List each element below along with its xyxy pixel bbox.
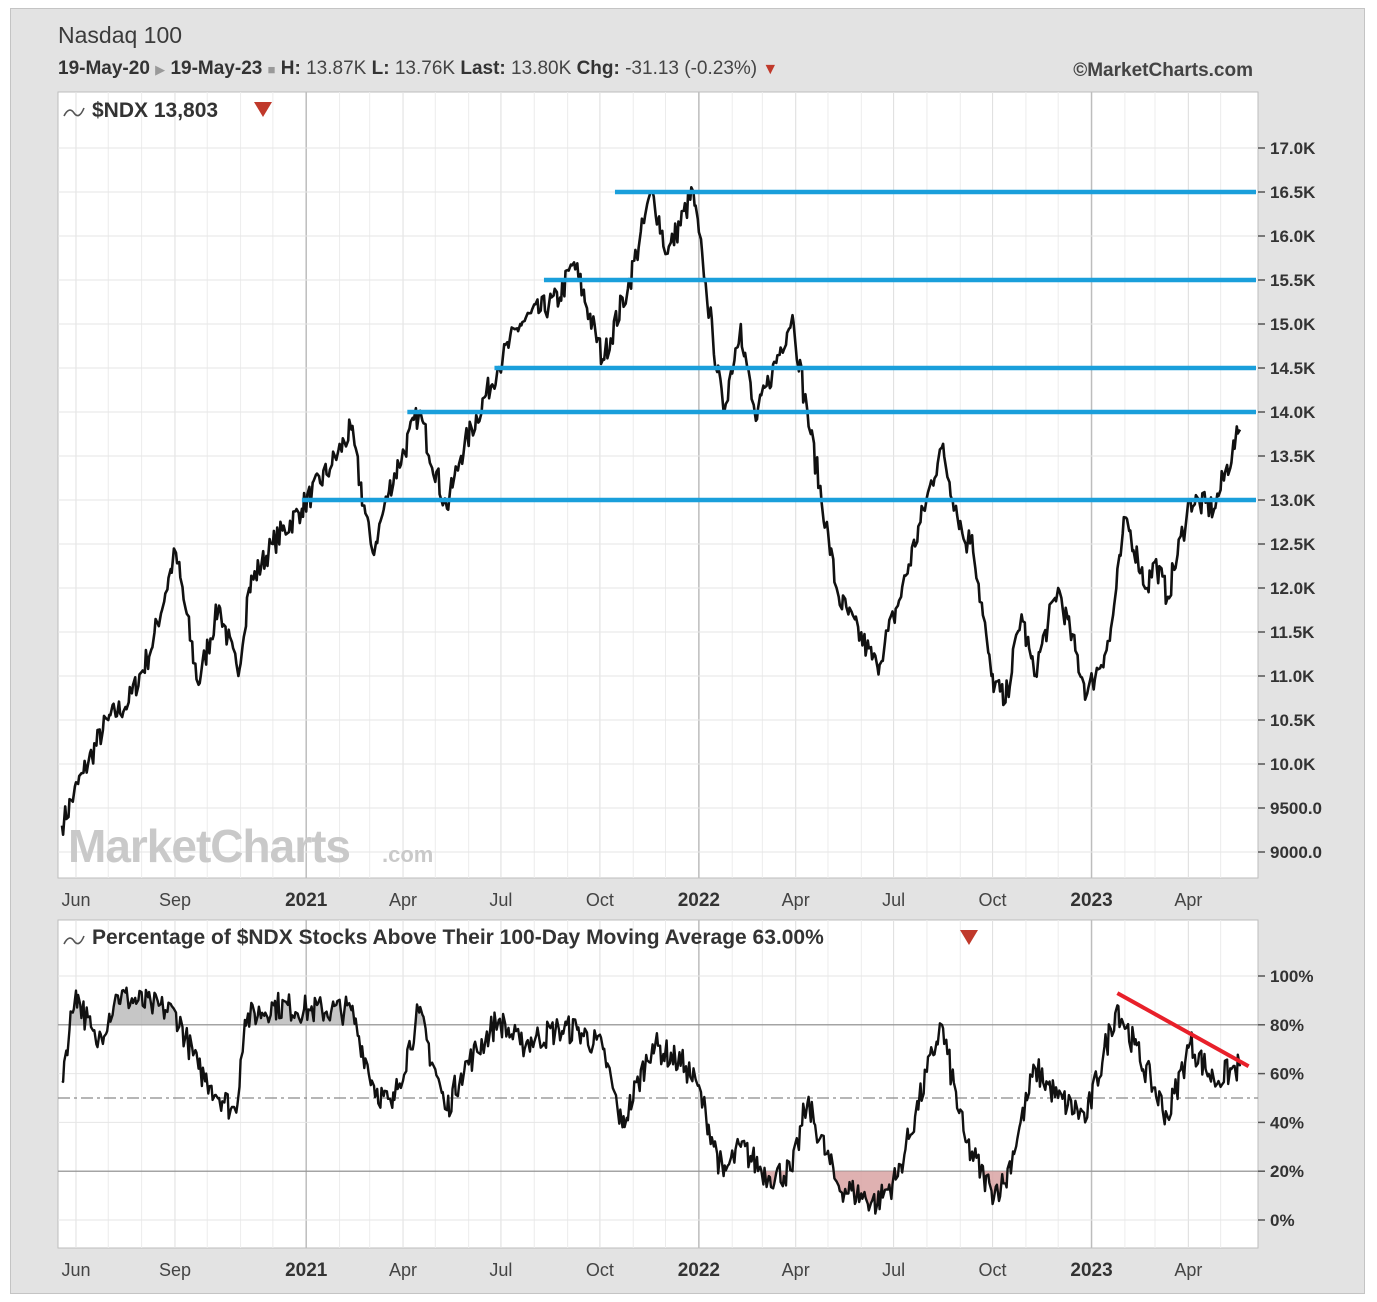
price-y-tick-label: 9000.0	[1270, 843, 1322, 862]
price-y-tick-label: 15.5K	[1270, 271, 1316, 290]
breadth-x-tick-label: 2023	[1070, 1260, 1112, 1281]
last-label: Last:	[460, 58, 506, 79]
play-icon: ▶	[155, 62, 166, 77]
trend-line	[1116, 991, 1250, 1069]
price-y-tick-label: 14.0K	[1270, 403, 1316, 422]
price-y-tick-label: 17.0K	[1270, 139, 1316, 158]
summary-bar: 19-May-20 ▶ 19-May-23 ■ H: 13.87K L: 13.…	[58, 58, 778, 80]
low-label: L:	[371, 58, 390, 79]
price-x-tick-label: Apr	[389, 890, 417, 910]
down-triangle-icon: ▼	[762, 61, 779, 78]
range-start: 19-May-20	[58, 58, 150, 79]
breadth-legend: Percentage of $NDX Stocks Above Their 10…	[92, 926, 824, 949]
high-label: H:	[280, 58, 301, 79]
price-x-tick-label: Apr	[782, 890, 810, 910]
price-y-tick-label: 11.5K	[1270, 623, 1315, 642]
range-end: 19-May-23	[170, 58, 263, 79]
breadth-y-tick-label: 100%	[1270, 967, 1313, 986]
breadth-x-tick-label: Oct	[586, 1260, 614, 1280]
square-icon: ■	[267, 62, 276, 77]
breadth-x-tick-label: Apr	[389, 1260, 417, 1280]
price-y-tick-label: 15.0K	[1270, 315, 1316, 334]
breadth-x-tick-label: Jul	[489, 1260, 512, 1280]
price-x-tick-label: 2022	[678, 890, 720, 911]
breadth-down-triangle-icon	[960, 930, 978, 945]
price-y-tick-label: 16.5K	[1270, 183, 1316, 202]
price-down-triangle-icon	[254, 102, 272, 117]
price-plot-area	[57, 91, 1259, 879]
high-value: 13.87K	[306, 58, 367, 79]
change-value: -31.13 (-0.23%)	[625, 58, 758, 79]
price-x-tick-label: Sep	[159, 890, 191, 910]
last-value: 13.80K	[511, 58, 572, 79]
breadth-x-tick-label: 2022	[678, 1260, 720, 1281]
chart-title: Nasdaq 100	[58, 22, 183, 48]
price-y-tick-label: 13.5K	[1270, 447, 1316, 466]
price-y-tick-label: 9500.0	[1270, 799, 1322, 818]
breadth-y-tick-label: 40%	[1270, 1113, 1304, 1132]
price-x-tick-label: Oct	[586, 890, 614, 910]
price-x-tick-label: Oct	[979, 890, 1007, 910]
price-y-tick-label: 10.0K	[1270, 755, 1316, 774]
breadth-y-tick-label: 80%	[1270, 1016, 1304, 1035]
price-y-tick-label: 13.0K	[1270, 491, 1316, 510]
price-legend: $NDX 13,803	[92, 99, 218, 122]
breadth-x-tick-label: Apr	[1174, 1260, 1202, 1280]
price-y-tick-label: 12.0K	[1270, 579, 1316, 598]
price-y-tick-label: 12.5K	[1270, 535, 1316, 554]
breadth-x-tick-label: Sep	[159, 1260, 191, 1280]
price-y-tick-label: 16.0K	[1270, 227, 1316, 246]
price-y-tick-label: 11.0K	[1270, 667, 1315, 686]
breadth-line	[61, 986, 1242, 1215]
breadth-y-tick-label: 20%	[1270, 1162, 1304, 1181]
price-x-tick-label: Apr	[1174, 890, 1202, 910]
watermark: MarketCharts	[68, 820, 350, 872]
price-x-tick-label: Jun	[61, 890, 90, 910]
breadth-plot-area	[57, 919, 1259, 1249]
breadth-y-tick-label: 0%	[1270, 1211, 1295, 1230]
price-x-tick-label: 2021	[285, 890, 328, 911]
line-chart-icon	[63, 107, 85, 117]
price-x-tick-label: Jul	[489, 890, 512, 910]
watermark-suffix: .com	[382, 842, 433, 867]
breadth-y-tick-label: 60%	[1270, 1065, 1304, 1084]
low-value: 13.76K	[394, 58, 456, 79]
price-y-tick-label: 10.5K	[1270, 711, 1316, 730]
line-chart-icon	[63, 935, 85, 945]
copyright: ©MarketCharts.com	[1073, 60, 1253, 81]
breadth-x-tick-label: Jun	[61, 1260, 90, 1280]
breadth-x-tick-label: Oct	[979, 1260, 1007, 1280]
breadth-x-tick-label: Jul	[882, 1260, 905, 1280]
breadth-x-tick-label: 2021	[285, 1260, 328, 1281]
breadth-x-tick-label: Apr	[782, 1260, 810, 1280]
price-x-tick-label: Jul	[882, 890, 905, 910]
price-y-tick-label: 14.5K	[1270, 359, 1316, 378]
price-x-tick-label: 2023	[1070, 890, 1112, 911]
change-label: Chg:	[576, 58, 620, 79]
